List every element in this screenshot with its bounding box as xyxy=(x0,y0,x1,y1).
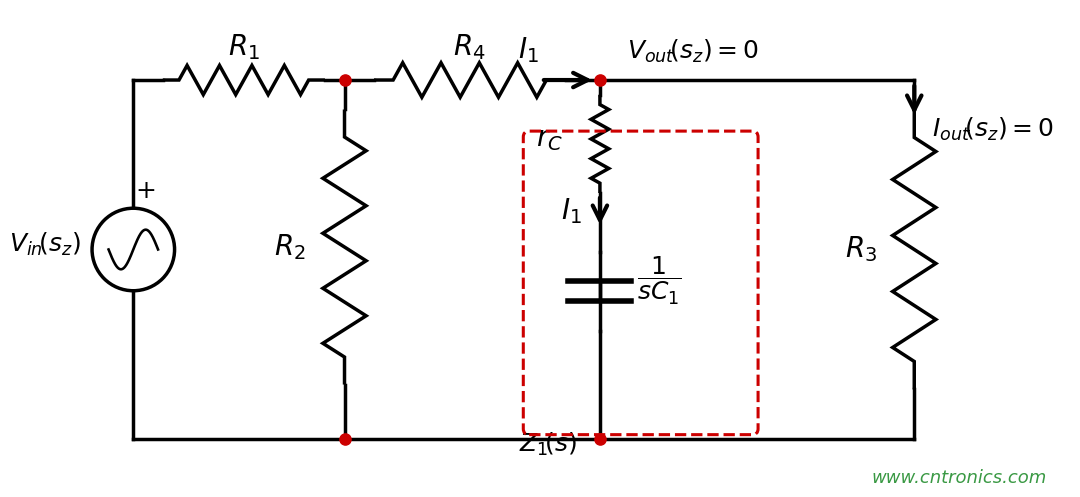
Text: $I_1$: $I_1$ xyxy=(562,196,582,226)
Text: $R_1$: $R_1$ xyxy=(228,32,260,62)
Text: $\dfrac{1}{sC_1}$: $\dfrac{1}{sC_1}$ xyxy=(637,255,681,308)
Text: $R_2$: $R_2$ xyxy=(273,232,306,262)
Text: $r_C$: $r_C$ xyxy=(536,125,563,153)
Text: $I_1$: $I_1$ xyxy=(517,35,539,65)
Text: $Z_1\!\left(s\right)$: $Z_1\!\left(s\right)$ xyxy=(519,431,577,458)
Text: $V_{out}\!\left(s_z\right)=0$: $V_{out}\!\left(s_z\right)=0$ xyxy=(627,38,759,65)
Point xyxy=(336,434,353,442)
Text: www.cntronics.com: www.cntronics.com xyxy=(872,469,1047,487)
Point xyxy=(591,76,608,84)
Text: $V_{in}\!\left(s_z\right)$: $V_{in}\!\left(s_z\right)$ xyxy=(9,231,81,258)
Text: $+$: $+$ xyxy=(135,178,156,203)
Text: $I_{out}\!\left(s_z\right)=0$: $I_{out}\!\left(s_z\right)=0$ xyxy=(932,115,1054,143)
Text: $R_4$: $R_4$ xyxy=(454,32,486,62)
Point xyxy=(591,434,608,442)
Text: $R_3$: $R_3$ xyxy=(845,235,877,264)
Point xyxy=(336,76,353,84)
